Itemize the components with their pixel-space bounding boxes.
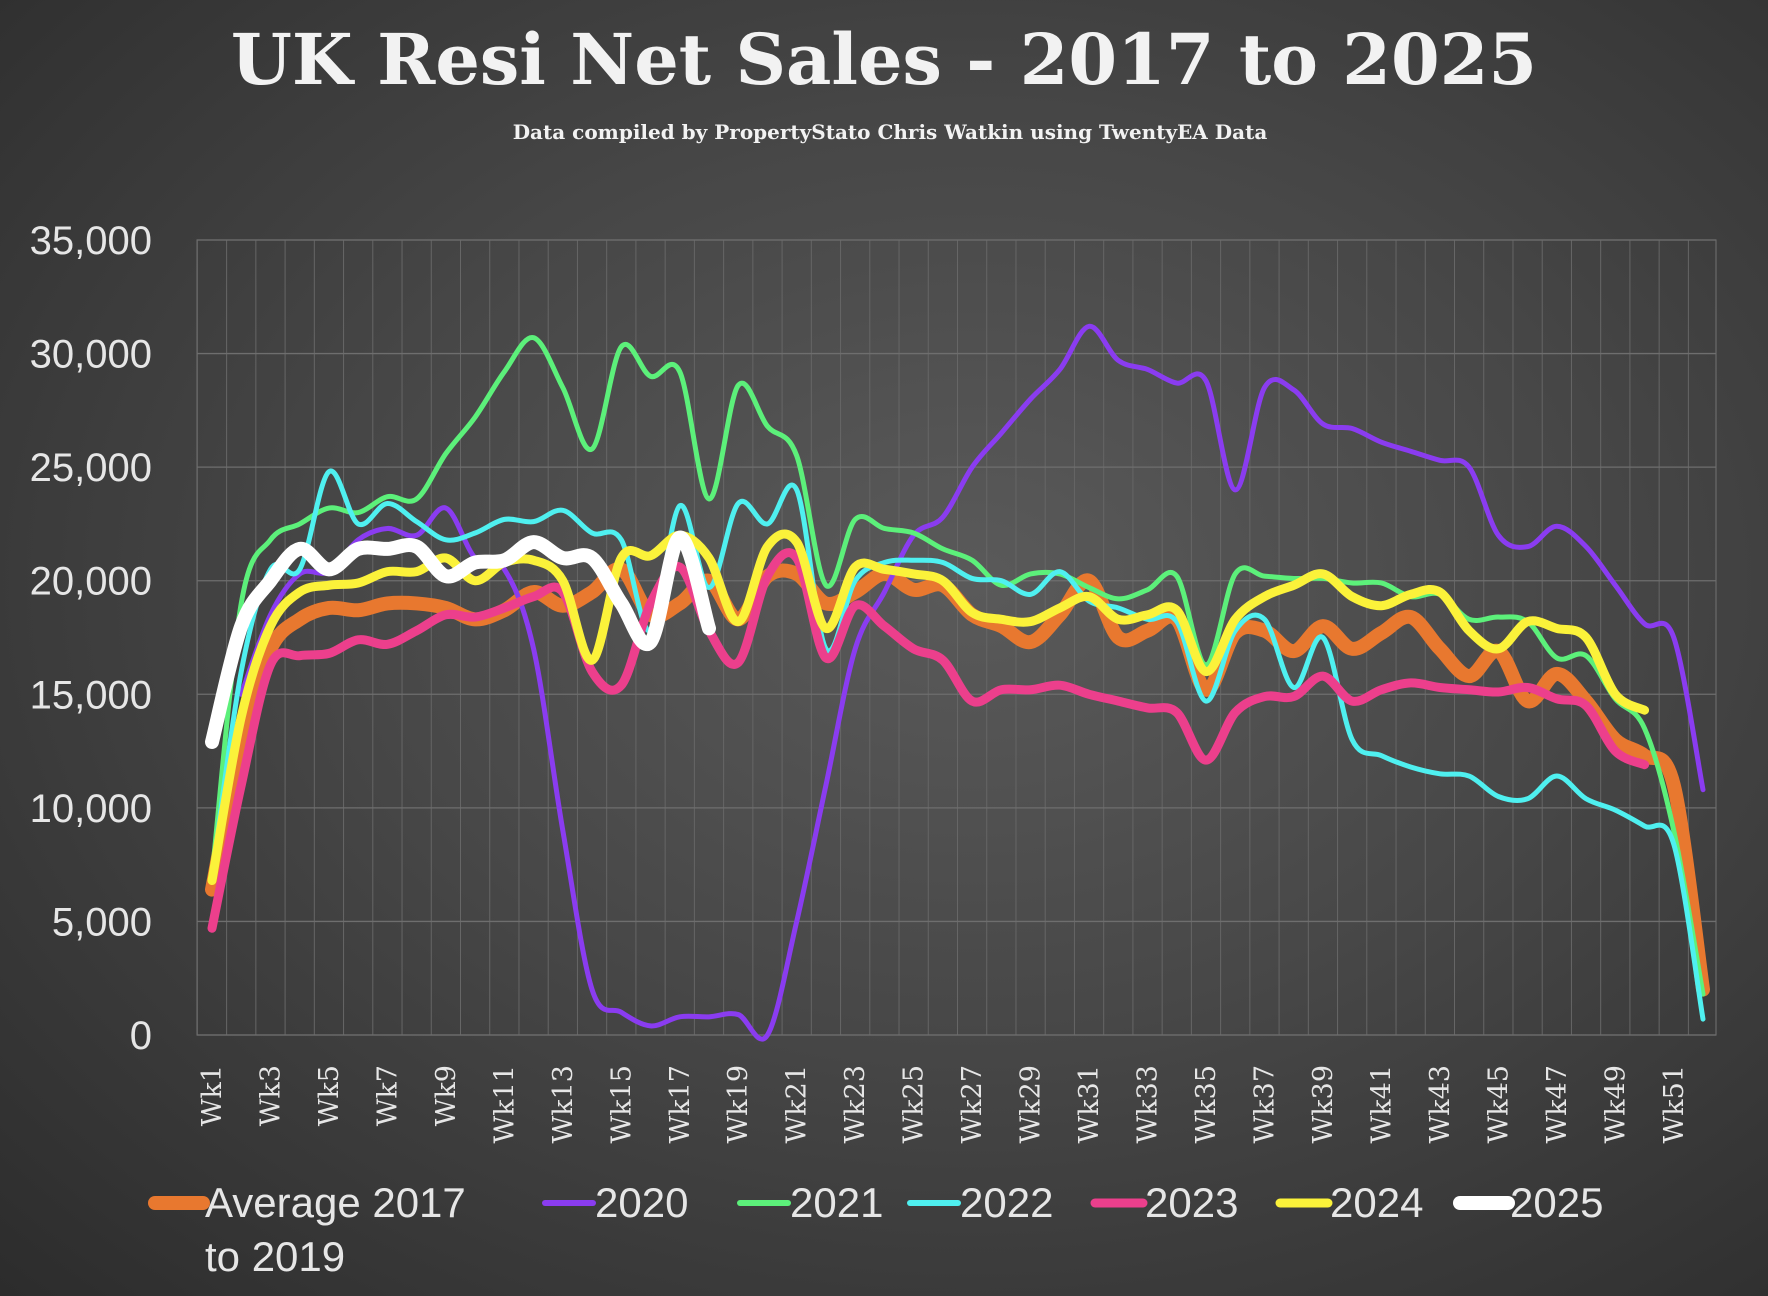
series-line-2023 — [207, 548, 1650, 933]
x-tick-label: Wk3 — [255, 1065, 286, 1126]
gridlines — [196, 239, 1717, 1036]
legend-label-2025: 2025 — [1510, 1179, 1603, 1226]
x-tick-label: Wk11 — [489, 1065, 520, 1143]
y-axis-ticks: 0 5,000 10,000 15,000 20,000 25,000 30,000 35,0… — [30, 219, 152, 1058]
x-tick-label: Wk47 — [1542, 1065, 1573, 1143]
legend-label-2020: 2020 — [595, 1179, 688, 1226]
y-tick-label: 0 — [130, 1014, 152, 1058]
x-tick-label: Wk23 — [840, 1065, 871, 1143]
plot-area-border — [196, 239, 1717, 1036]
x-tick-label: Wk15 — [606, 1065, 637, 1143]
legend-label-average-2017-to-2019: to 2019 — [205, 1233, 345, 1280]
x-tick-label: Wk49 — [1600, 1065, 1631, 1143]
x-tick-label: Wk33 — [1133, 1065, 1164, 1143]
legend-label-2022: 2022 — [960, 1179, 1053, 1226]
series-line-2025 — [205, 530, 716, 749]
legend: Average 2017 to 2019 2020 2021 2022 2023 2024 2… — [148, 1179, 1603, 1280]
x-tick-label: Wk25 — [899, 1065, 930, 1143]
x-tick-label: Wk37 — [1249, 1065, 1280, 1143]
y-tick-label: 5,000 — [52, 900, 152, 944]
chart-subtitle: Data compiled by PropertyStato Chris Wat… — [513, 120, 1268, 144]
x-tick-label: Wk31 — [1074, 1065, 1105, 1143]
series-lines — [205, 323, 1710, 1042]
x-tick-label: Wk35 — [1191, 1065, 1222, 1143]
y-tick-label: 25,000 — [30, 446, 152, 490]
series-line-2024 — [207, 529, 1650, 886]
x-tick-label: Wk9 — [431, 1065, 462, 1126]
x-tick-label: Wk43 — [1425, 1065, 1456, 1143]
series-line-2022 — [209, 468, 1706, 1022]
legend-label-2024: 2024 — [1330, 1179, 1423, 1226]
legend-label-2021: 2021 — [790, 1179, 883, 1226]
x-tick-label: Wk45 — [1483, 1065, 1514, 1143]
y-tick-label: 10,000 — [30, 787, 152, 831]
y-tick-label: 30,000 — [30, 333, 152, 377]
y-tick-label: 15,000 — [30, 673, 152, 717]
legend-label-average-2017-to-2019: Average 2017 — [205, 1179, 466, 1226]
x-tick-label: Wk1 — [197, 1065, 228, 1126]
legend-label-2023: 2023 — [1145, 1179, 1238, 1226]
y-tick-label: 35,000 — [30, 219, 152, 263]
x-tick-label: Wk17 — [665, 1065, 696, 1143]
x-tick-label: Wk27 — [957, 1065, 988, 1143]
x-tick-label: Wk13 — [548, 1065, 579, 1143]
x-tick-label: Wk29 — [1016, 1065, 1047, 1143]
x-tick-label: Wk7 — [372, 1065, 403, 1126]
x-axis-ticks: Wk1 Wk3 Wk5 Wk7 Wk9 Wk11 Wk13 Wk15 Wk17 Wk19 Wk21 W… — [197, 1065, 1690, 1143]
x-tick-label: Wk5 — [314, 1065, 345, 1126]
y-tick-label: 20,000 — [30, 560, 152, 604]
x-tick-label: Wk39 — [1308, 1065, 1339, 1143]
x-tick-label: Wk21 — [782, 1065, 813, 1143]
x-tick-label: Wk41 — [1366, 1065, 1397, 1143]
x-tick-label: Wk51 — [1659, 1065, 1690, 1143]
chart-title: UK Resi Net Sales - 2017 to 2025 — [231, 18, 1537, 101]
x-tick-label: Wk19 — [723, 1065, 754, 1143]
